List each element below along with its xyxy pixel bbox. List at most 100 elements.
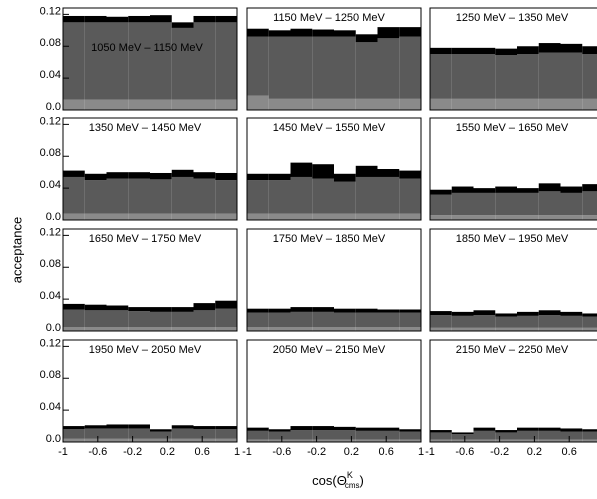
bar-segment bbox=[290, 176, 313, 214]
bar-segment bbox=[355, 308, 378, 313]
panel-title: 2050 MeV – 2150 MeV bbox=[273, 344, 386, 356]
bar-segment bbox=[582, 431, 597, 440]
bar-segment bbox=[495, 186, 517, 193]
bar-segment bbox=[63, 327, 85, 331]
bar-segment bbox=[106, 305, 129, 311]
x-tick-label: -1 bbox=[58, 446, 68, 458]
bar-segment bbox=[268, 98, 291, 110]
bar-segment bbox=[334, 308, 356, 313]
bar-segment bbox=[215, 172, 237, 181]
x-tick-label: -0.6 bbox=[455, 446, 474, 458]
bar-segment bbox=[171, 176, 194, 214]
x-tick-label: -0.2 bbox=[307, 446, 326, 458]
x-tick-label: -0.2 bbox=[123, 446, 142, 458]
bar-segment bbox=[377, 327, 400, 331]
bar-segment bbox=[106, 213, 129, 220]
bar-segment bbox=[150, 213, 172, 220]
bar-segment bbox=[106, 16, 129, 23]
panel-title: 1950 MeV – 2050 MeV bbox=[89, 344, 202, 356]
bar-segment bbox=[517, 215, 539, 220]
bar-segment bbox=[150, 327, 172, 331]
bar-segment bbox=[451, 215, 474, 220]
bar-segment bbox=[268, 429, 291, 432]
bar-segment bbox=[247, 173, 269, 181]
bar-segment bbox=[582, 316, 597, 328]
bar-segment bbox=[215, 213, 237, 220]
panel-title: 1350 MeV – 1450 MeV bbox=[89, 122, 202, 134]
panel: 0.0 0.04 0.08 0.12 1350 MeV – 1450 MeV bbox=[40, 115, 238, 223]
x-tick-label: 0.2 bbox=[344, 446, 359, 458]
bar-segment bbox=[355, 439, 378, 442]
bar-segment bbox=[334, 327, 356, 331]
bar-segment bbox=[193, 438, 216, 442]
bar-segment bbox=[560, 43, 583, 53]
x-tick-label: -1 bbox=[242, 446, 252, 458]
bar-segment bbox=[334, 36, 356, 99]
bar-segment bbox=[560, 311, 583, 316]
bar-segment bbox=[312, 439, 334, 442]
bar-segment bbox=[560, 315, 583, 328]
bar-segment bbox=[334, 213, 356, 220]
bar-segment bbox=[538, 52, 561, 99]
bar-segment bbox=[377, 312, 400, 328]
bar-segment bbox=[247, 308, 269, 313]
bar-segment bbox=[334, 30, 356, 37]
bar-segment bbox=[430, 194, 452, 216]
bar-segment bbox=[451, 192, 474, 216]
y-axis-label: acceptance bbox=[9, 217, 24, 284]
bar-segment bbox=[355, 427, 378, 431]
y-tick-label: 0.08 bbox=[40, 258, 61, 270]
panel-title: 2150 MeV – 2250 MeV bbox=[456, 344, 569, 356]
bar-segment bbox=[268, 439, 291, 442]
bar-segment bbox=[268, 30, 291, 37]
bar-segment bbox=[290, 213, 313, 220]
bar-segment bbox=[150, 431, 172, 439]
y-tick-label: 0.08 bbox=[40, 147, 61, 159]
bar-segment bbox=[451, 47, 474, 55]
bar-segment bbox=[84, 438, 107, 442]
frame bbox=[246, 228, 422, 332]
bar-segment bbox=[171, 311, 194, 328]
bar-segment bbox=[84, 180, 107, 214]
title-box bbox=[444, 119, 597, 137]
bar-segment bbox=[560, 327, 583, 331]
bar-segment bbox=[451, 432, 474, 435]
bar-segment bbox=[582, 429, 597, 432]
bar-segment bbox=[430, 315, 452, 328]
bar-segment bbox=[473, 315, 496, 328]
bar-segment bbox=[355, 42, 378, 99]
bar-segment bbox=[517, 430, 539, 440]
bar-segment bbox=[193, 172, 216, 179]
panel: 0.0 0.04 0.08 0.12 1650 MeV – 1750 MeV bbox=[40, 226, 238, 334]
bar-segment bbox=[128, 213, 150, 220]
bar-segment bbox=[84, 15, 107, 23]
y-tick-label: 0.08 bbox=[40, 37, 61, 49]
bar-segment bbox=[430, 327, 452, 331]
bar-segment bbox=[215, 308, 237, 328]
bar-segment bbox=[171, 169, 194, 177]
bar-segment bbox=[84, 173, 107, 181]
bar-segment bbox=[538, 427, 561, 431]
bar-segment bbox=[290, 430, 313, 440]
bar-segment bbox=[355, 34, 378, 43]
bar-segment bbox=[215, 99, 237, 110]
panel-title: 1450 MeV – 1550 MeV bbox=[273, 122, 386, 134]
frame bbox=[246, 117, 422, 221]
title-box bbox=[77, 119, 231, 137]
bar-segment bbox=[290, 307, 313, 312]
title-box bbox=[261, 341, 415, 359]
bar-segment bbox=[84, 428, 107, 439]
frame bbox=[429, 117, 597, 221]
bar-segment bbox=[128, 22, 150, 100]
bar-segment bbox=[560, 431, 583, 440]
bar-segment bbox=[355, 213, 378, 220]
bar-segment bbox=[473, 54, 496, 99]
bar-segment bbox=[215, 180, 237, 214]
x-tick-label: 0.6 bbox=[379, 446, 394, 458]
bar-segment bbox=[63, 170, 85, 177]
panel: 1550 MeV – 1650 MeV bbox=[429, 117, 597, 221]
bar-segment bbox=[495, 192, 517, 216]
bar-segment bbox=[106, 310, 129, 328]
bar-segment bbox=[63, 213, 85, 220]
